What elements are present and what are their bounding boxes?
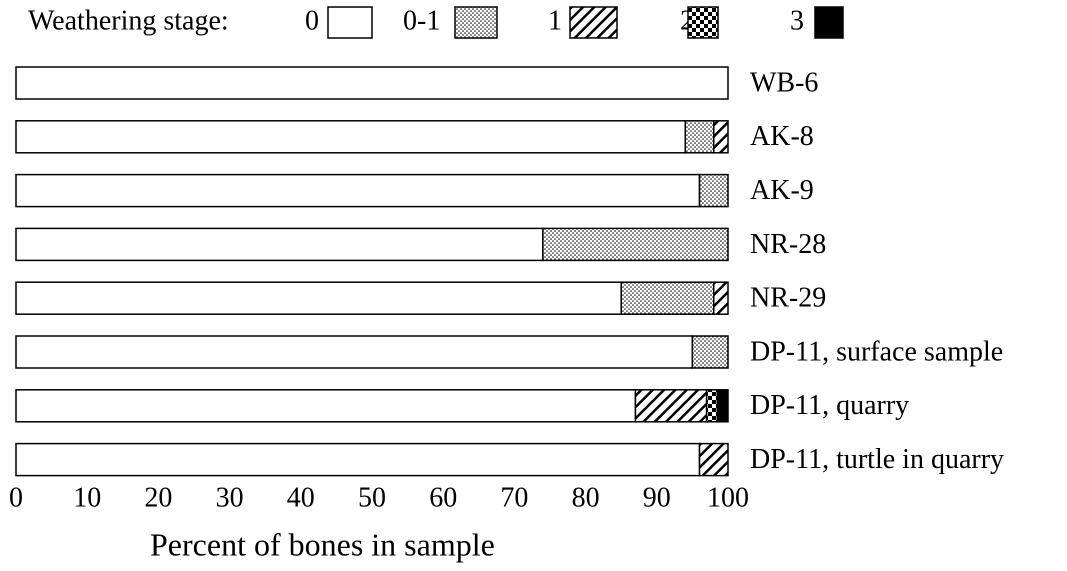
legend-label: 1 [548,5,562,36]
legend-swatch [569,6,618,39]
x-tick-label: 100 [707,482,749,513]
x-tick-label: 90 [643,482,671,513]
x-tick-label: 40 [287,482,315,513]
bar-segment [713,120,729,154]
x-axis-title: Percent of bones in sample [150,526,495,562]
bar-segment [620,281,715,315]
x-tick-label: 0 [9,482,23,513]
bar-segment [15,335,694,369]
x-tick-label: 60 [429,482,457,513]
legend-swatch [454,6,498,39]
category-label: DP-11, turtle in quarry [750,444,1004,475]
bar-segment [15,442,701,477]
category-label: NR-29 [750,283,826,314]
legend-title: Weathering stage: [28,5,229,36]
category-label: DP-11, surface sample [750,336,1003,367]
category-label: AK-9 [750,175,814,206]
bar-segment [698,442,729,477]
legend-swatch [327,6,373,39]
x-tick-label: 80 [572,482,600,513]
bar-segment [15,281,622,315]
bar-segment [634,389,708,423]
bar-segment [542,227,729,262]
legend-swatch [814,6,844,39]
x-tick-label: 20 [144,482,172,513]
bar-segment [698,173,729,208]
bar-segment [705,389,719,423]
x-tick-label: 30 [216,482,244,513]
bar-segment [15,120,687,154]
legend-label: 0-1 [403,5,440,36]
bar-segment [684,120,715,154]
x-tick-label: 10 [73,482,101,513]
category-label: AK-8 [750,121,814,152]
category-label: DP-11, quarry [750,390,909,421]
bar-segment [691,335,729,369]
bar-segment [713,281,729,315]
x-tick-label: 50 [358,482,386,513]
legend-label: 0 [305,5,319,36]
bar-segment [15,227,544,262]
legend-swatch [687,6,719,39]
bar-segment [15,173,701,208]
category-label: WB-6 [750,67,818,98]
legend-label: 3 [790,5,804,36]
x-tick-label: 70 [500,482,528,513]
bar-segment [716,389,729,423]
bar-segment [15,389,637,423]
category-label: NR-28 [750,229,826,260]
bar-segment [15,66,729,100]
